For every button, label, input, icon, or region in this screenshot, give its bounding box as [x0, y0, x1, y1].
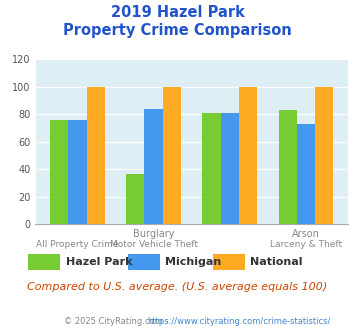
- Bar: [297, 124, 315, 224]
- Bar: [87, 87, 105, 224]
- Text: Burglary: Burglary: [133, 229, 174, 239]
- Text: Michigan: Michigan: [165, 257, 221, 267]
- Text: All Property Crime: All Property Crime: [36, 240, 119, 249]
- Text: National: National: [250, 257, 303, 267]
- Bar: [279, 110, 297, 224]
- Text: https://www.cityrating.com/crime-statistics/: https://www.cityrating.com/crime-statist…: [147, 317, 331, 326]
- Text: © 2025 CityRating.com -: © 2025 CityRating.com -: [64, 317, 171, 326]
- Bar: [126, 174, 144, 224]
- Text: Motor Vehicle Theft: Motor Vehicle Theft: [110, 240, 198, 249]
- Text: Property Crime Comparison: Property Crime Comparison: [63, 23, 292, 38]
- Text: Arson: Arson: [292, 229, 320, 239]
- Bar: [50, 120, 68, 224]
- Bar: [239, 87, 257, 224]
- Bar: [68, 120, 87, 224]
- Bar: [144, 109, 163, 224]
- Text: Hazel Park: Hazel Park: [66, 257, 132, 267]
- Text: 2019 Hazel Park: 2019 Hazel Park: [110, 5, 245, 20]
- Bar: [202, 113, 221, 224]
- Bar: [315, 87, 333, 224]
- Text: Larceny & Theft: Larceny & Theft: [270, 240, 342, 249]
- Bar: [163, 87, 181, 224]
- Bar: [221, 113, 239, 224]
- Text: Compared to U.S. average. (U.S. average equals 100): Compared to U.S. average. (U.S. average …: [27, 282, 328, 292]
